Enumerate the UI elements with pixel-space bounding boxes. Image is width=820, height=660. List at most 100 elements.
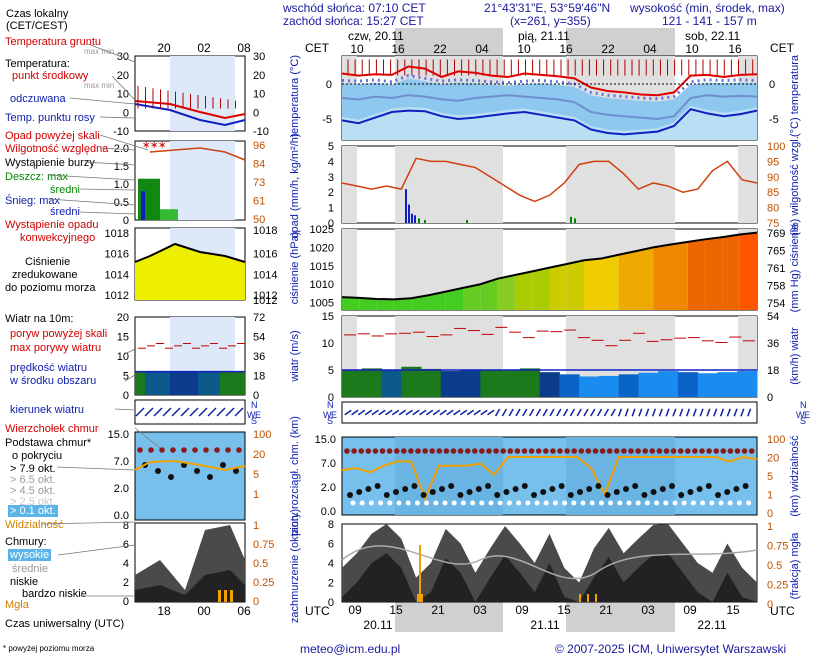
cloud-base-dot-light — [470, 500, 476, 506]
cloud-base-dot — [586, 486, 593, 492]
legend-top-hour: 20 — [157, 41, 171, 55]
pres-tick-left: 1005 — [310, 298, 334, 310]
wind-speed-bar — [381, 370, 402, 397]
legend-hum-tick: 84 — [253, 159, 265, 171]
legend-wind-tick-r: 36 — [253, 351, 265, 363]
precip-tick-left: 3 — [328, 172, 334, 184]
legend-connector — [79, 188, 136, 191]
legend-dir-arrow — [225, 407, 235, 417]
compass-letter: N — [800, 400, 807, 410]
legend-cloud-tick-r: 0.25 — [253, 577, 274, 589]
cloud-top-dot — [628, 448, 634, 454]
cloud-base-dot-light — [442, 500, 448, 506]
cloud-top-dot — [585, 448, 592, 454]
cloud-base-dot-light — [350, 500, 356, 506]
cloud-top-dot — [472, 448, 478, 454]
cloud-tick-left: 8 — [328, 519, 334, 531]
wind-speed-bar — [519, 368, 541, 397]
cloud-base-dot-light — [525, 500, 531, 506]
cloud-base-dot-light — [626, 500, 632, 506]
wind-speed-bar — [421, 368, 442, 397]
cloud-top-dot — [415, 448, 421, 454]
cloud-top-dot — [642, 448, 648, 454]
cloud-base-dot — [475, 486, 482, 492]
cloud-base-dot — [696, 486, 703, 492]
cloud-base-dot-light — [681, 500, 687, 506]
legend-dir-frame — [134, 399, 246, 425]
legend-pressure: Ciśnienie — [25, 256, 71, 268]
altitude-values: 121 - 141 - 157 m — [662, 14, 757, 28]
bottom-day-label: 22.11 — [697, 618, 726, 632]
legend-humidity: Wilgotność względna — [5, 143, 109, 155]
cloud-top-dot — [365, 448, 372, 454]
legend-wind10: Wiatr na 10m: — [5, 313, 74, 325]
cloud-top-dot — [528, 448, 535, 454]
pres-area-seg — [635, 247, 654, 310]
compass-letter: W — [796, 410, 805, 420]
wind-dir-arrow — [515, 408, 521, 417]
pres-area-seg — [514, 271, 533, 310]
cloud-top-dot — [599, 448, 606, 454]
legend-hum-tick: 50 — [253, 214, 265, 226]
top-day-label: pią, 21.11 — [518, 29, 570, 43]
cloud-base-dot-light — [718, 500, 724, 506]
bottom-day-label: 21.11 — [530, 618, 559, 632]
wind-dir-arrow — [651, 408, 657, 417]
wind-dir-arrow — [645, 408, 650, 417]
pres-area-seg — [497, 275, 515, 310]
legend-temp-mid — [134, 100, 246, 120]
sunrise-text: wschód słońca: 07:10 CET — [283, 1, 426, 15]
cloud-top-dot — [450, 448, 457, 454]
legend-connector — [99, 147, 136, 151]
cloud-top-dot — [713, 448, 719, 454]
legend-connector — [69, 97, 136, 105]
pres-area-seg — [670, 241, 688, 310]
cloud-base-dot-light — [672, 500, 678, 506]
wind-dir-arrow — [679, 408, 684, 417]
legend-visibility: Widzialność — [5, 519, 64, 531]
legend-bottom-hour: 18 — [157, 604, 171, 618]
legend-low: niskie — [10, 576, 39, 588]
cloud-top-dot — [486, 448, 492, 454]
legend-vis-line — [134, 459, 246, 472]
legend-vis-tick-r: 20 — [253, 449, 265, 461]
pres-area-seg — [739, 232, 757, 310]
legend-vlow: bardzo niskie — [22, 588, 87, 600]
footer-email[interactable]: meteo@icm.edu.pl — [300, 642, 401, 656]
legend-bottom-hour: 06 — [237, 604, 251, 618]
pres-line — [341, 231, 758, 301]
cloud-base-dot-light — [506, 500, 512, 506]
utc-label-right: UTC — [770, 604, 795, 618]
cloud-base-dot — [558, 483, 565, 489]
wind-dir-arrow — [542, 408, 548, 417]
bottom-hour-label: 21 — [431, 603, 445, 617]
compass-letter: W — [247, 410, 256, 420]
top-hour-label: 16 — [391, 42, 405, 56]
cloud-top-dot — [358, 448, 365, 454]
pres-tick-left: 1015 — [310, 261, 334, 273]
legend-connector — [84, 161, 136, 166]
cloud-base-dot-light — [396, 500, 402, 506]
precip-tick-right: 90 — [767, 172, 779, 184]
cloud-base-dot — [742, 483, 749, 489]
cloud-top-dot — [692, 448, 698, 454]
legend-dir-arrow — [189, 407, 199, 417]
cloud-top-dot — [401, 448, 407, 454]
legend-cloud-low — [135, 570, 245, 602]
cloud-base-dot — [402, 486, 409, 492]
cloud-base-dot — [393, 489, 399, 495]
legend-wind-tick-r: 0 — [253, 390, 259, 402]
cloud-base-dot — [687, 489, 694, 495]
precip-bar — [418, 218, 420, 223]
cloud-top-dot — [443, 448, 450, 454]
wind-speed-bar — [737, 371, 758, 397]
dir-panel-frame — [341, 401, 758, 424]
legend-okt45: > 4.5 okt. — [10, 485, 56, 497]
legend-connector — [56, 466, 136, 471]
cloud-base-dot — [549, 486, 556, 492]
precip-tick-left: 2 — [328, 187, 334, 199]
cloud-top-dot — [699, 448, 705, 454]
bottom-hour-label: 03 — [641, 603, 655, 617]
top-hour-label: 10 — [350, 42, 364, 56]
